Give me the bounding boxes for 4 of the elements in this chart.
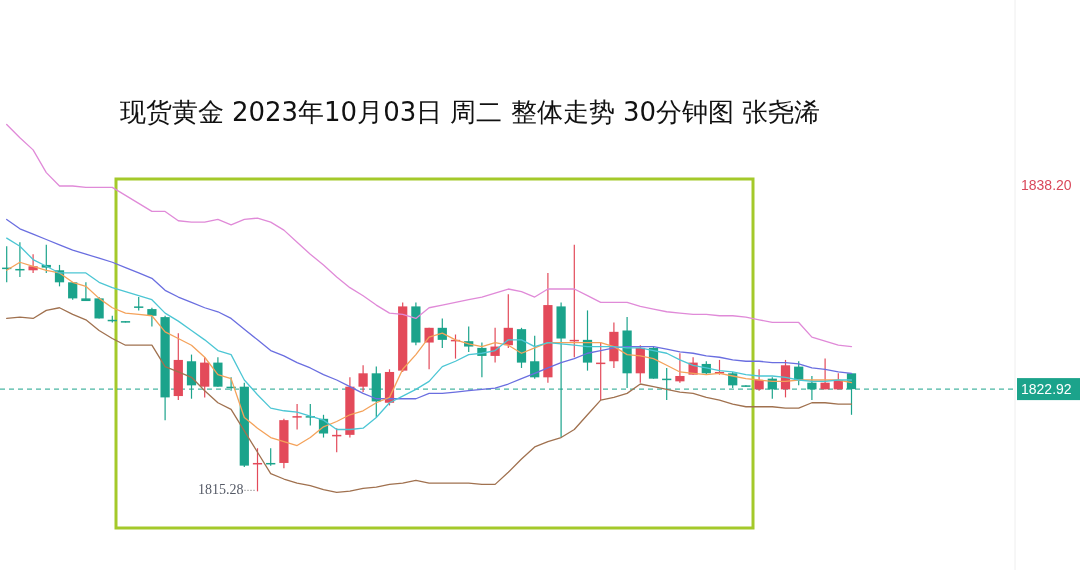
y-tick-label: 1838.20 bbox=[1021, 176, 1072, 193]
text: 现货黄金 2023年10月03日 周二 整体走势 30分钟图 张尧浠 bbox=[119, 97, 821, 127]
annotation: 1815.28 bbox=[198, 482, 244, 498]
y-tick-label: 1822.92 bbox=[1021, 381, 1072, 398]
